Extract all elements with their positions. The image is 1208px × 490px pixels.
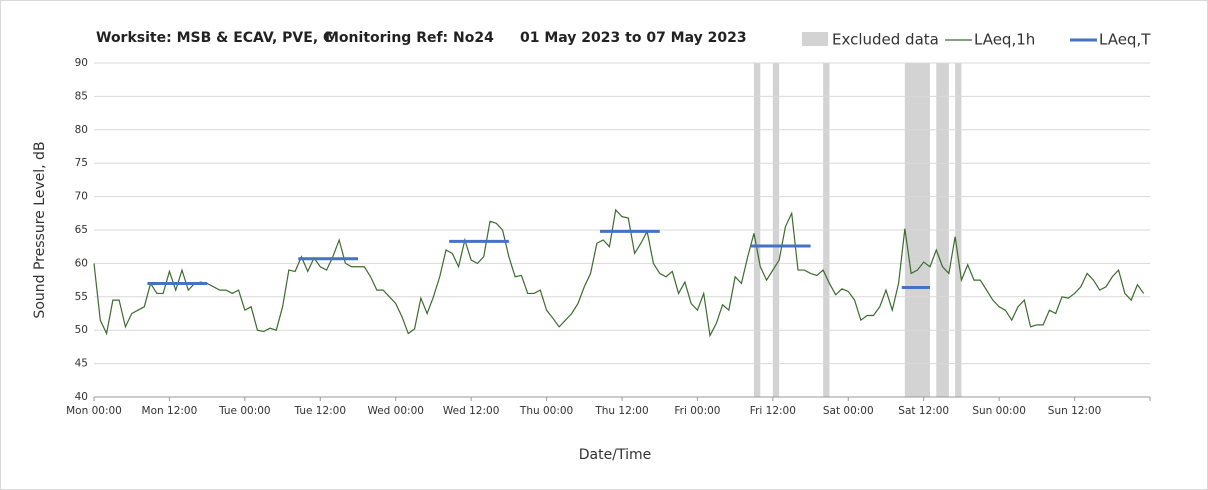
x-tick-label: Sun 00:00 <box>972 405 1026 417</box>
x-tick-label: Tue 00:00 <box>218 405 271 417</box>
x-tick-label: Thu 00:00 <box>519 405 573 417</box>
x-tick-label: Thu 12:00 <box>594 405 648 417</box>
y-tick-label: 70 <box>75 191 88 203</box>
x-axis-label: Date/Time <box>579 447 651 463</box>
y-tick-label: 45 <box>75 358 88 370</box>
y-tick-label: 40 <box>75 391 88 403</box>
legend-label: LAeq,T <box>1099 31 1151 49</box>
x-tick-label: Mon 00:00 <box>66 405 122 417</box>
x-tick-label: Tue 12:00 <box>294 405 347 417</box>
y-tick-label: 90 <box>75 57 88 69</box>
y-tick-label: 60 <box>75 257 88 269</box>
line-series <box>93 208 1145 338</box>
title: Worksite: MSB & ECAV, PVE, C <box>96 30 333 46</box>
x-tick-label: Wed 00:00 <box>367 405 424 417</box>
y-tick-label: 75 <box>75 157 88 169</box>
x-tick-label: Sat 12:00 <box>898 405 949 417</box>
x-tick-label: Fri 00:00 <box>674 405 720 417</box>
y-tick-label: 55 <box>75 291 88 303</box>
y-tick-label: 85 <box>75 90 88 102</box>
y-tick-label: 80 <box>75 124 88 136</box>
x-tick-label: Fri 12:00 <box>750 405 796 417</box>
y-tick-label: 65 <box>75 224 88 236</box>
title: Monitoring Ref: No24 <box>325 30 494 46</box>
title: 01 May 2023 to 07 May 2023 <box>520 30 747 46</box>
y-tick-label: 50 <box>75 324 88 336</box>
x-tick-label: Sun 12:00 <box>1048 405 1102 417</box>
x-tick-label: Sat 00:00 <box>823 405 874 417</box>
legend-swatch <box>802 32 828 46</box>
x-tick-label: Wed 12:00 <box>443 405 500 417</box>
x-tick-label: Mon 12:00 <box>142 405 198 417</box>
y-axis-label: Sound Pressure Level, dB <box>32 141 48 318</box>
legend-label: LAeq,1h <box>974 31 1035 49</box>
legend-label: Excluded data <box>832 31 939 49</box>
